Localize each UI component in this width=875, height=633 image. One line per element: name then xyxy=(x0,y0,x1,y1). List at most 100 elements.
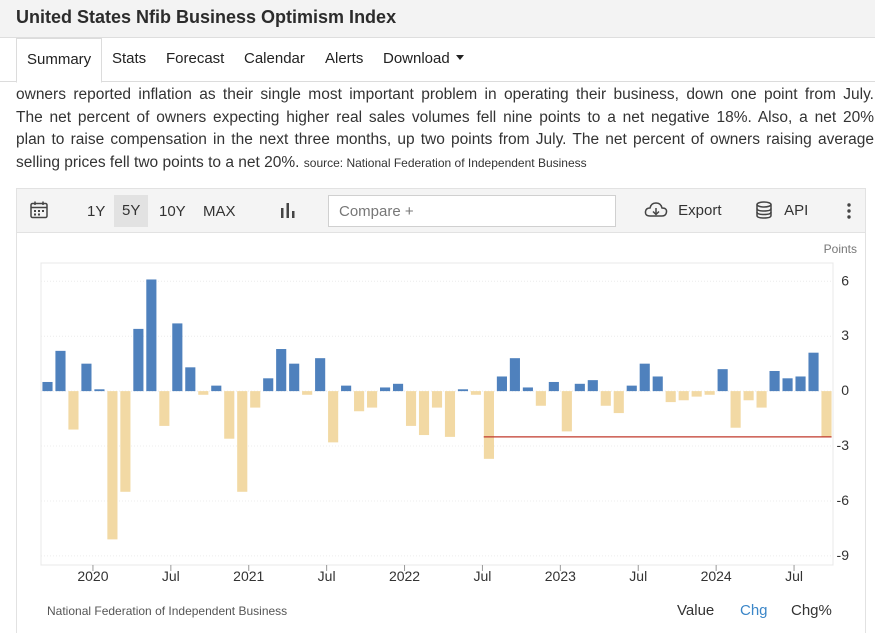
bar xyxy=(808,352,819,392)
tab-alerts-label: Alerts xyxy=(325,50,364,67)
x-tick-label: Jul xyxy=(162,568,180,584)
x-tick-label: 2021 xyxy=(233,568,264,584)
export-button[interactable]: Export xyxy=(644,200,722,220)
tab-download-label: Download xyxy=(383,50,450,67)
bar xyxy=(717,369,728,392)
bar xyxy=(574,383,585,392)
bar xyxy=(81,363,92,392)
bar xyxy=(769,370,780,392)
bar xyxy=(561,391,572,432)
range-max-button[interactable]: MAX xyxy=(203,203,236,220)
y-tick-label: -3 xyxy=(837,437,850,453)
api-label: API xyxy=(784,201,809,219)
tab-summary-label: Summary xyxy=(27,51,92,68)
api-button[interactable]: API xyxy=(754,200,808,220)
bar xyxy=(639,363,650,392)
page-title: United States Nfib Business Optimism Ind… xyxy=(16,7,397,27)
summary-line-last: selling prices fell two points to a net … xyxy=(16,152,874,175)
summary-text: owners reported inflation as their singl… xyxy=(16,84,874,174)
chart-toolbar: 1Y 5Y 10Y MAX Export API xyxy=(16,188,866,233)
x-tick-label: Jul xyxy=(318,568,336,584)
y-tick-label: 6 xyxy=(841,272,849,288)
bar xyxy=(600,391,611,406)
export-label: Export xyxy=(678,201,722,219)
bar xyxy=(587,380,598,392)
bar xyxy=(354,391,365,412)
y-tick-label: -6 xyxy=(837,492,850,508)
y-tick-label: -9 xyxy=(837,547,850,563)
bar xyxy=(276,349,287,392)
bar xyxy=(548,381,559,392)
bar xyxy=(211,385,222,392)
bar xyxy=(55,350,66,392)
x-tick-label: Jul xyxy=(629,568,647,584)
bar xyxy=(782,378,793,392)
bar xyxy=(743,391,754,401)
x-tick-label: 2023 xyxy=(545,568,576,584)
bar xyxy=(172,323,183,392)
bar xyxy=(328,391,339,443)
tab-calendar-label: Calendar xyxy=(244,50,305,67)
bar xyxy=(263,378,274,392)
mode-chg-tab[interactable]: Chg xyxy=(740,602,768,619)
tab-alerts[interactable]: Alerts xyxy=(315,38,373,82)
bar xyxy=(315,358,326,392)
bar xyxy=(185,367,196,392)
bar xyxy=(756,391,767,408)
bar xyxy=(250,391,261,408)
bar xyxy=(341,385,352,392)
bar xyxy=(146,279,157,392)
y-unit-label: Points xyxy=(824,242,857,256)
bar xyxy=(678,391,689,401)
bar xyxy=(821,391,832,437)
bar xyxy=(42,381,53,392)
range-10y-button[interactable]: 10Y xyxy=(159,203,186,220)
tab-bar: Summary Stats Forecast Calendar Alerts D… xyxy=(0,38,875,83)
bar xyxy=(522,387,533,392)
calendar-icon[interactable] xyxy=(29,200,49,224)
bar xyxy=(795,376,806,392)
cloud-download-icon xyxy=(644,202,668,217)
bar xyxy=(418,391,430,436)
mode-chgpct-tab[interactable]: Chg% xyxy=(791,602,832,619)
bar xyxy=(107,391,118,540)
tab-download[interactable]: Download xyxy=(373,38,474,82)
tab-stats[interactable]: Stats xyxy=(102,38,156,82)
bar xyxy=(302,391,313,395)
range-1y-button[interactable]: 1Y xyxy=(87,203,106,220)
bar xyxy=(730,391,741,428)
bar xyxy=(535,391,546,406)
x-tick-label: Jul xyxy=(473,568,491,584)
bar xyxy=(68,391,79,430)
bar xyxy=(405,391,417,426)
tab-forecast[interactable]: Forecast xyxy=(156,38,234,82)
plot-area xyxy=(40,262,834,566)
bar xyxy=(691,391,702,397)
range-5y-button[interactable]: 5Y xyxy=(114,195,149,227)
bar xyxy=(665,391,676,403)
bar xyxy=(198,391,209,395)
bar xyxy=(470,391,482,395)
tab-forecast-label: Forecast xyxy=(166,50,225,67)
y-tick-label: 0 xyxy=(841,382,849,398)
bar xyxy=(483,391,494,459)
chart-frame: Points 6 3 0 -3 -6 -9 2020 Jul 2021 Jul 2022 Jul 2023… xyxy=(16,233,866,633)
bar xyxy=(133,328,144,392)
more-vertical-icon[interactable] xyxy=(844,202,854,224)
chart-source: National Federation of Independent Busin… xyxy=(47,604,288,618)
bar-chart-icon[interactable] xyxy=(279,201,297,223)
mode-value-tab[interactable]: Value xyxy=(677,602,715,619)
tab-calendar[interactable]: Calendar xyxy=(234,38,315,82)
title-bar: United States Nfib Business Optimism Ind… xyxy=(0,0,875,38)
compare-input[interactable] xyxy=(328,195,616,227)
bar xyxy=(380,387,391,392)
tab-summary[interactable]: Summary xyxy=(16,38,103,83)
bar xyxy=(94,389,105,392)
bar xyxy=(652,376,663,392)
summary-source: source: National Federation of Independe… xyxy=(303,155,587,170)
x-tick-label: Jul xyxy=(785,568,803,584)
bar xyxy=(237,391,248,492)
bar xyxy=(120,391,131,492)
bar xyxy=(496,376,507,392)
summary-line: selling prices fell two points to a net … xyxy=(16,153,300,171)
